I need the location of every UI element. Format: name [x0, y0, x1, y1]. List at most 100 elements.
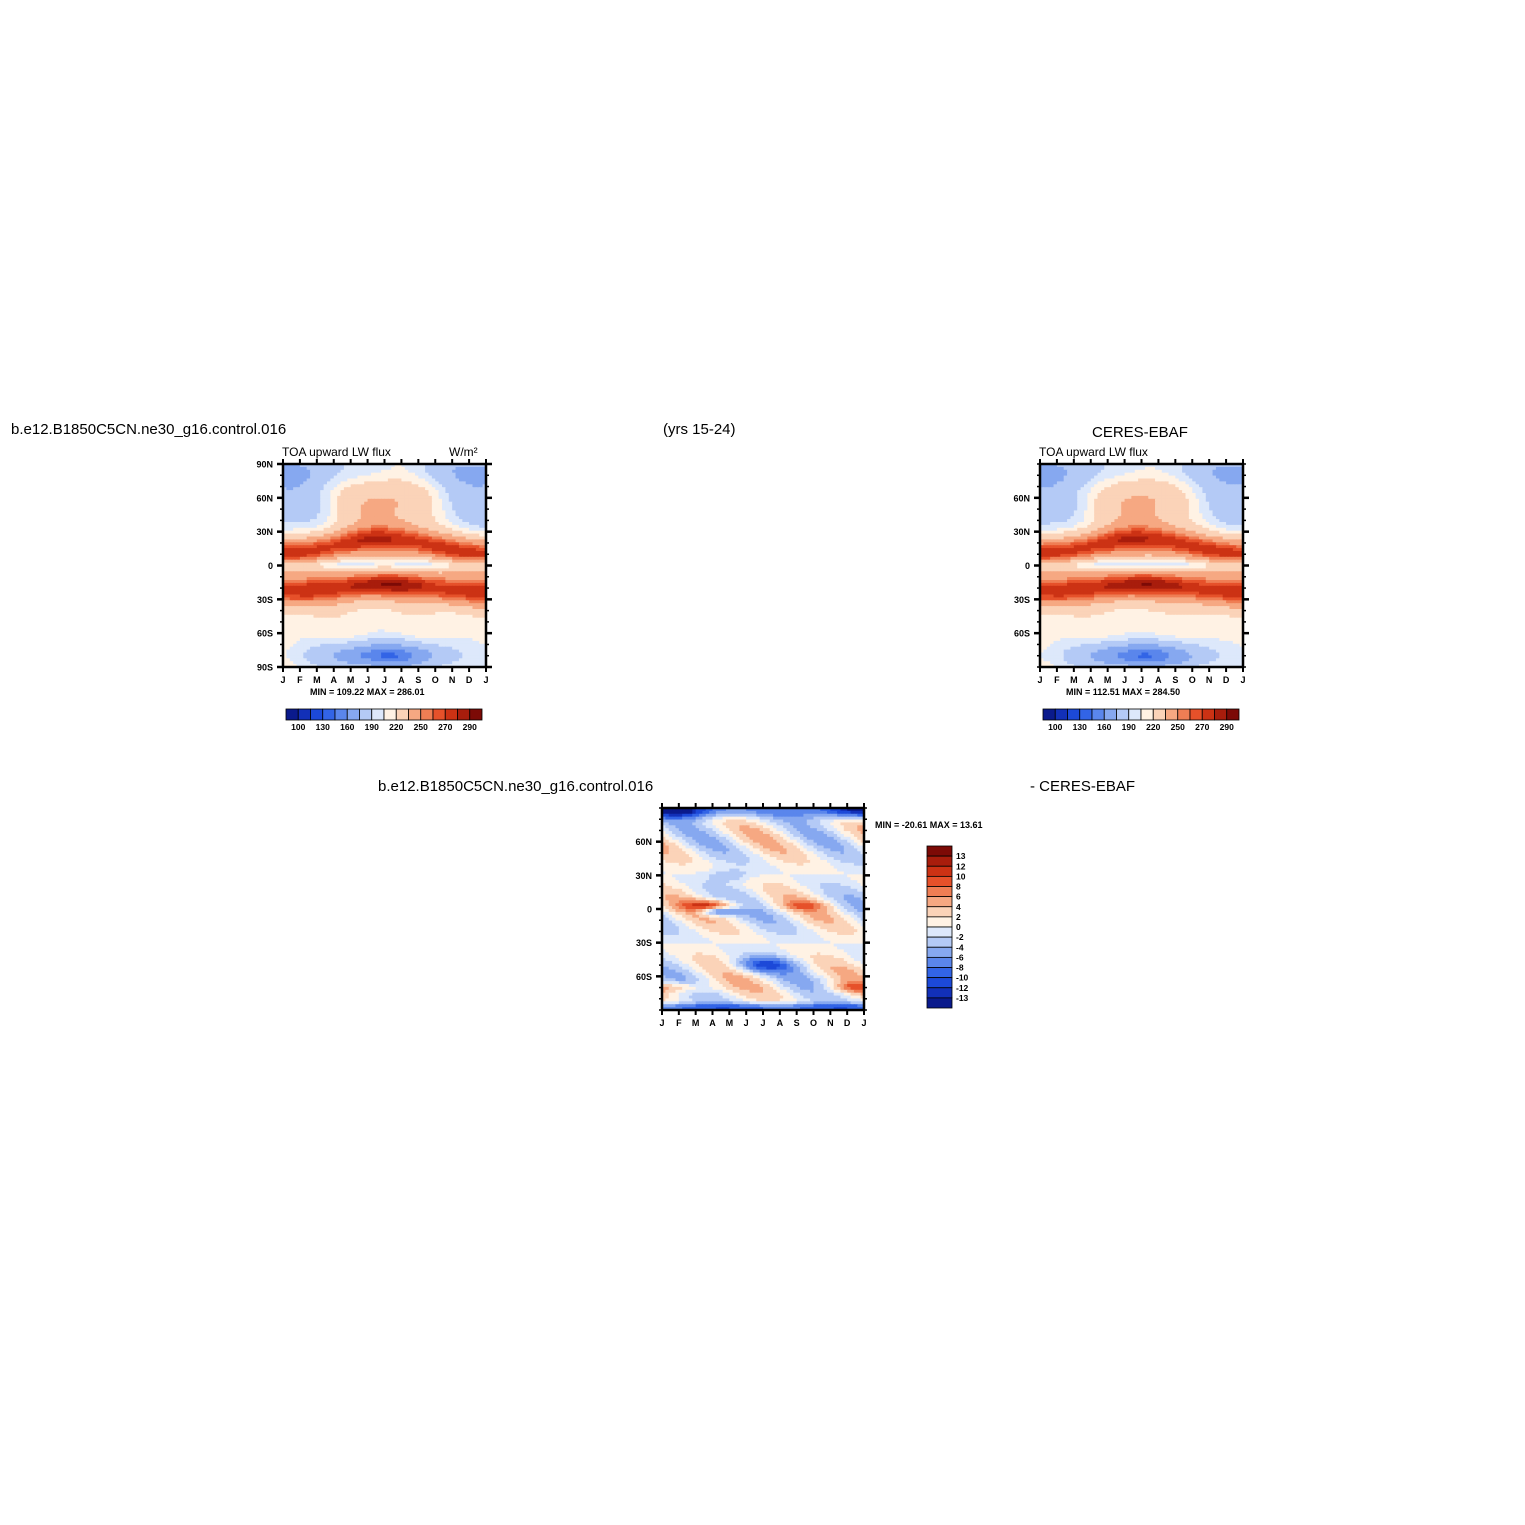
model-x-tick-label: A	[331, 675, 338, 685]
model-cell	[394, 478, 399, 482]
model-cell	[442, 495, 446, 500]
model-cell	[458, 472, 463, 477]
model-cell	[347, 478, 352, 482]
model-cell	[374, 466, 379, 471]
model-cell	[364, 487, 369, 491]
model-cell	[306, 493, 311, 497]
model-cell	[323, 484, 328, 488]
model-cell	[316, 498, 321, 503]
model-cell	[364, 469, 369, 474]
model-cell	[469, 469, 474, 474]
model-cell	[357, 478, 362, 482]
model-cell	[337, 466, 342, 471]
model-cell	[479, 478, 484, 482]
model-cell	[333, 464, 338, 468]
model-cell	[414, 469, 419, 474]
model-cell	[374, 464, 379, 468]
model-cell	[438, 469, 443, 474]
model-cell	[360, 475, 365, 480]
model-cell	[404, 484, 409, 488]
model-cell	[428, 487, 433, 491]
model-cell	[411, 487, 416, 491]
model-y-tick-label: 30N	[256, 527, 273, 537]
model-cell	[364, 481, 369, 485]
model-cell	[442, 472, 446, 477]
model-cell	[455, 493, 460, 497]
model-cell	[306, 495, 311, 500]
model-cell	[482, 490, 487, 494]
model-cell	[303, 481, 308, 485]
model-cell	[296, 493, 301, 497]
model-cell	[303, 475, 308, 480]
model-cell	[462, 478, 467, 482]
model-cell	[438, 475, 443, 480]
model-cell	[286, 490, 291, 494]
model-cell	[387, 490, 392, 494]
model-colorbar-box	[420, 708, 434, 721]
model-x-tick-label: N	[449, 675, 456, 685]
model-cell	[455, 475, 460, 480]
model-cell	[465, 481, 470, 485]
model-cell	[299, 498, 304, 503]
model-cell	[360, 472, 365, 477]
model-colorbar-box	[371, 708, 385, 721]
model-cell	[283, 493, 287, 497]
model-cell	[452, 493, 457, 497]
model-cell	[289, 475, 294, 480]
model-cell	[340, 464, 345, 468]
model-cell	[455, 481, 460, 485]
model-cell	[367, 493, 372, 497]
model-cell	[310, 484, 315, 488]
model-cell	[347, 490, 352, 494]
model-cell	[448, 464, 453, 468]
model-cell	[418, 490, 423, 494]
model-cell	[320, 478, 325, 482]
model-cell	[299, 475, 304, 480]
model-cell	[360, 469, 365, 474]
model-cell	[458, 493, 463, 497]
model-cell	[381, 487, 386, 491]
model-cell	[293, 478, 298, 482]
model-cell	[404, 464, 409, 468]
model-cell	[303, 464, 308, 468]
model-cell	[347, 484, 352, 488]
model-cell	[283, 495, 287, 500]
model-cell	[404, 487, 409, 491]
model-cell	[286, 478, 291, 482]
model-cell	[350, 478, 355, 482]
model-cell	[401, 466, 406, 471]
model-cell	[370, 469, 375, 474]
model-cell	[306, 498, 311, 503]
model-cell	[428, 466, 433, 471]
model-cell	[475, 493, 480, 497]
model-cell	[381, 464, 386, 468]
model-min-max: MIN = 109.22 MAX = 286.01	[310, 687, 425, 697]
model-cell	[343, 464, 348, 468]
model-cell	[425, 464, 430, 468]
model-cell	[367, 475, 372, 480]
model-cell	[384, 490, 389, 494]
model-cell	[347, 475, 352, 480]
model-x-tick-label: M	[313, 675, 321, 685]
model-cell	[343, 487, 348, 491]
model-cell	[425, 487, 430, 491]
years-label: (yrs 15-24)	[663, 421, 736, 438]
model-cell	[411, 472, 416, 477]
model-cell	[357, 475, 362, 480]
model-cell	[310, 478, 315, 482]
model-cell	[343, 469, 348, 474]
model-cell	[421, 490, 426, 494]
model-cell	[398, 487, 403, 491]
model-cell	[411, 498, 416, 503]
model-colorbar-box	[322, 708, 336, 721]
model-cell	[370, 484, 375, 488]
model-cell	[421, 475, 426, 480]
model-cell	[438, 493, 443, 497]
model-cell	[347, 493, 352, 497]
model-cell	[343, 495, 348, 500]
model-cell	[465, 478, 470, 482]
model-cell	[398, 472, 403, 477]
model-cell	[303, 487, 308, 491]
model-cell	[350, 487, 355, 491]
model-cell	[384, 469, 389, 474]
